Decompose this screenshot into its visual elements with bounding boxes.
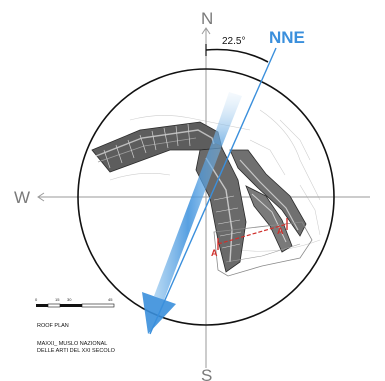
angle-arc bbox=[205, 48, 269, 63]
scale-tick-2: 30 bbox=[67, 297, 72, 302]
scale-tick-1: 15 bbox=[55, 297, 60, 302]
nne-direction-label: NNE bbox=[269, 28, 305, 47]
caption-title: ROOF PLAN bbox=[37, 323, 69, 329]
ground-podium bbox=[213, 221, 313, 277]
scale-tick-0: 0 bbox=[35, 297, 38, 302]
angle-label: 22.5° bbox=[222, 36, 245, 47]
beam-body bbox=[154, 142, 222, 300]
plan-caption: ROOF PLAN MAXXI_ MUSLO NAZIONAL DELLE AR… bbox=[37, 323, 116, 354]
beam-top-segment bbox=[212, 92, 242, 146]
north-arrowhead bbox=[201, 27, 211, 35]
building-roof-plan bbox=[91, 121, 313, 277]
angle-indicator: 22.5° bbox=[205, 36, 269, 63]
site-context bbox=[109, 109, 321, 252]
west-arrowhead bbox=[37, 192, 45, 202]
caption-line-2: MAXXI_ MUSLO NAZIONAL bbox=[37, 341, 107, 347]
compass-west-label: W bbox=[14, 188, 30, 207]
section-marker-right: A bbox=[277, 226, 284, 236]
nne-direction-arrow bbox=[142, 47, 277, 335]
caption-line-3: DELLE ARTI DEL XXI SECOLO bbox=[37, 348, 116, 354]
east-wing bbox=[229, 149, 307, 253]
compass-axes bbox=[37, 27, 370, 368]
compass-south-label: S bbox=[201, 366, 212, 381]
scale-bar: 0 15 30 45 bbox=[35, 297, 115, 308]
section-cut: A A bbox=[211, 218, 288, 258]
compass-north-label: N bbox=[201, 9, 213, 28]
compass-circle bbox=[77, 68, 335, 326]
scale-tick-3: 45 bbox=[108, 297, 113, 302]
section-marker-left: A bbox=[211, 248, 218, 258]
nne-axis-line bbox=[149, 47, 277, 335]
